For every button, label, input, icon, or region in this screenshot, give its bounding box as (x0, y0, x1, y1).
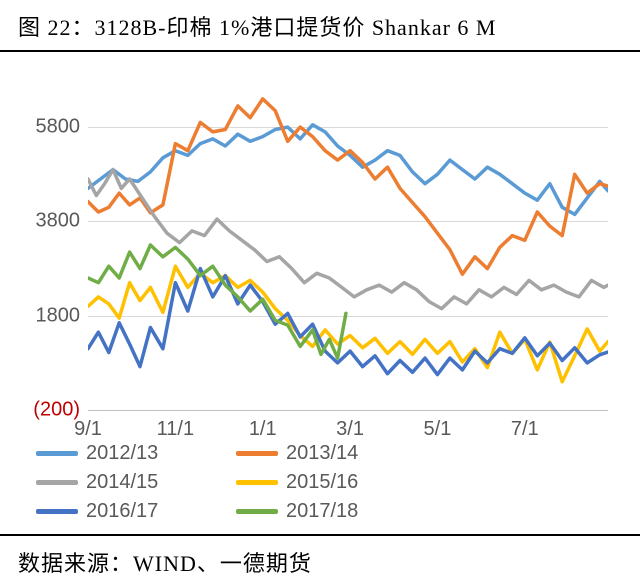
series-2013-14 (88, 99, 608, 274)
legend-label: 2012/13 (86, 442, 158, 465)
legend-swatch (236, 451, 278, 456)
series-2012-13 (88, 125, 608, 215)
chart-area: (200) 1800 3800 5800 9/1 11/1 1/1 3/1 5/1 7/1 (18, 70, 622, 470)
chart-title: 图 22：3128B-印棉 1%港口提货价 Shankar 6 M (0, 0, 640, 52)
legend-item: 2014/15 (36, 471, 236, 494)
legend-swatch (236, 509, 278, 514)
x-tick-label: 7/1 (511, 418, 539, 441)
figure-container: 图 22：3128B-印棉 1%港口提货价 Shankar 6 M (200) 1… (0, 0, 640, 588)
legend-label: 2014/15 (86, 471, 158, 494)
legend-swatch (236, 480, 278, 485)
data-source: 数据来源：WIND、一德期货 (0, 534, 640, 588)
y-tick-label: 1800 (18, 304, 80, 327)
legend-swatch (36, 509, 78, 514)
x-tick-label: 1/1 (249, 418, 277, 441)
legend-item: 2013/14 (236, 442, 436, 465)
legend: 2012/13 2013/14 2014/15 2015/16 2016/17 2017/… (36, 442, 622, 523)
legend-label: 2017/18 (286, 500, 358, 523)
legend-label: 2013/14 (286, 442, 358, 465)
legend-item: 2016/17 (36, 500, 236, 523)
x-tick-label: 5/1 (424, 418, 452, 441)
x-tick-label: 11/1 (157, 418, 194, 441)
x-tick-label: 3/1 (336, 418, 364, 441)
x-tick-label: 9/1 (74, 418, 102, 441)
legend-swatch (36, 451, 78, 456)
legend-item: 2015/16 (236, 471, 436, 494)
legend-label: 2015/16 (286, 471, 358, 494)
plot-area (88, 80, 608, 411)
legend-swatch (36, 480, 78, 485)
y-tick-label: 3800 (18, 210, 80, 233)
series-2016-17 (88, 269, 608, 375)
legend-item: 2012/13 (36, 442, 236, 465)
legend-label: 2016/17 (86, 500, 158, 523)
legend-item: 2017/18 (236, 500, 436, 523)
y-tick-label: (200) (18, 399, 80, 422)
y-tick-label: 5800 (18, 116, 80, 139)
line-chart-svg (88, 80, 608, 410)
